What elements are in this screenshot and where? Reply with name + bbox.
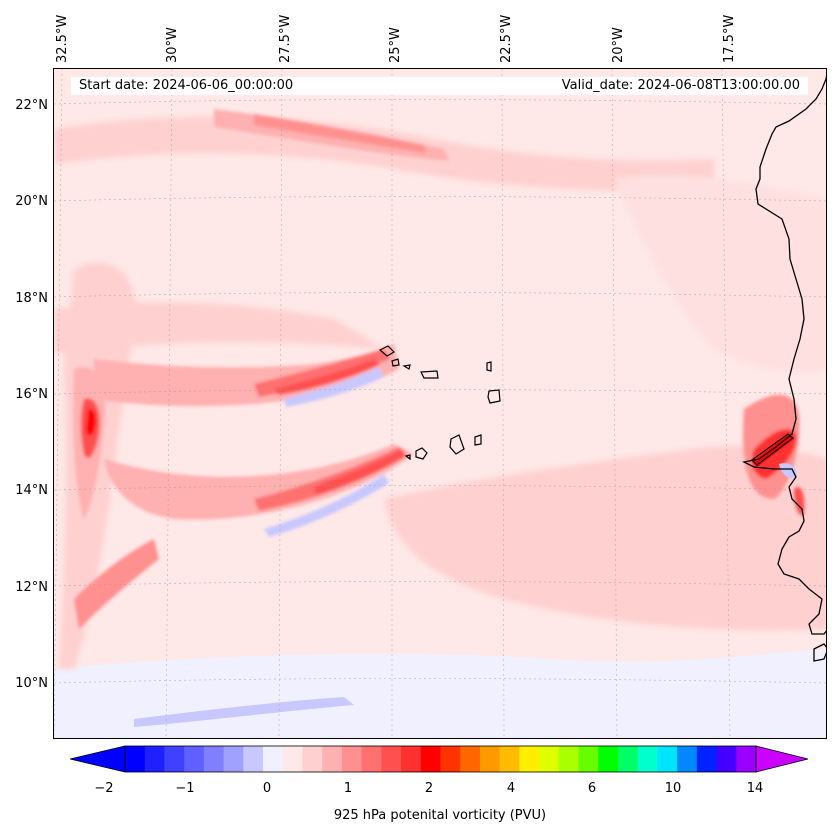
colorbar-cell — [460, 746, 481, 772]
colorbar-cell — [499, 746, 520, 772]
pv-contour-field — [54, 69, 826, 738]
lon-label-27-5w: 27.5°W — [278, 14, 293, 63]
colorbar-cell — [420, 746, 441, 772]
colorbar-cell — [519, 746, 540, 772]
colorbar-cell — [696, 746, 718, 772]
colorbar-cell — [440, 746, 461, 772]
colorbar-cell — [263, 746, 284, 772]
colorbar-cell — [598, 746, 619, 772]
lat-label-14n: 14°N — [15, 483, 48, 498]
colorbar-tick-14: 14 — [746, 781, 764, 796]
lon-label-30w: 30°W — [165, 27, 180, 63]
colorbar-tick-1: 1 — [343, 781, 353, 796]
colorbar-cell — [302, 746, 323, 772]
african-coastline — [742, 75, 826, 635]
colorbar-tick-4: 4 — [506, 781, 516, 796]
colorbar-tick-neg1: −1 — [175, 781, 195, 796]
lon-label-17-5w: 17.5°W — [722, 14, 737, 63]
colorbar-cell — [637, 746, 658, 772]
colorbar-cell — [558, 746, 580, 772]
lat-label-20n: 20°N — [15, 194, 48, 209]
lat-label-10n: 10°N — [15, 676, 48, 691]
colorbar-cell — [677, 746, 698, 772]
colorbar-cell — [184, 746, 205, 772]
colorbar-tick-0: 0 — [262, 781, 272, 796]
colorbar-cell — [736, 746, 757, 772]
colorbar-cell — [341, 746, 363, 772]
lat-label-16n: 16°N — [15, 387, 48, 402]
colorbar-tick-10: 10 — [664, 781, 682, 796]
colorbar-label: 925 hPa potenital vorticity (PVU) — [333, 808, 547, 823]
colorbar-cell — [539, 746, 560, 772]
colorbar-cell — [381, 746, 402, 772]
colorbar-tick-6: 6 — [587, 781, 597, 796]
colorbar-cell — [243, 746, 264, 772]
colorbar-tick-2: 2 — [424, 781, 434, 796]
colorbar-cell — [223, 746, 244, 772]
colorbar-cell — [322, 746, 343, 772]
colorbar-cell — [125, 746, 146, 772]
lon-label-25w: 25°W — [388, 27, 403, 63]
colorbar-cell — [617, 746, 639, 772]
cape-verde-islands — [378, 345, 501, 461]
valid-date-text: Valid_date: 2024-06-08T13:00:00.00 — [561, 78, 800, 93]
colorbar-tick-neg2: −2 — [94, 781, 114, 796]
lat-label-22n: 22°N — [15, 98, 48, 113]
colorbar-cell — [282, 746, 303, 772]
colorbar-cell — [716, 746, 737, 772]
colorbar-cell — [164, 746, 185, 772]
pv-map — [53, 68, 827, 739]
colorbar-cell — [578, 746, 599, 772]
start-date-text: Start date: 2024-06-06_00:00:00 — [79, 78, 294, 93]
colorbar-cell — [203, 746, 225, 772]
colorbar-cell — [401, 746, 422, 772]
colorbar-cell — [361, 746, 382, 772]
colorbar-extend-high — [755, 745, 809, 773]
colorbar-extend-low — [70, 745, 126, 773]
colorbar-cell — [657, 746, 678, 772]
lat-label-12n: 12°N — [15, 580, 48, 595]
lon-label-32-5w: 32.5°W — [55, 14, 70, 63]
lon-label-20w: 20°W — [611, 27, 626, 63]
colorbar-cell — [144, 746, 165, 772]
date-info-bar: Start date: 2024-06-06_00:00:00 Valid_da… — [71, 77, 808, 95]
colorbar — [70, 745, 809, 773]
lon-label-22-5w: 22.5°W — [499, 14, 514, 63]
lat-label-18n: 18°N — [15, 291, 48, 306]
colorbar-cell — [479, 746, 501, 772]
